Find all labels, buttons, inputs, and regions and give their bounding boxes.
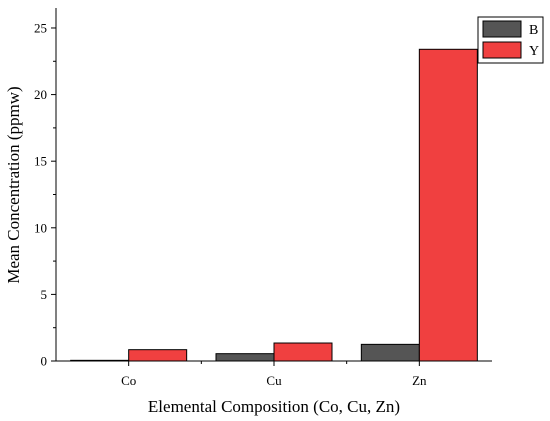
- y-tick-label: 5: [41, 287, 48, 302]
- legend-swatch-Y: [482, 41, 522, 59]
- legend-label-B: B: [529, 23, 538, 38]
- legend: BY: [477, 16, 544, 64]
- y-ticks-group: 0 5 10 15 20 25: [34, 20, 56, 369]
- bar-B-Cu: [215, 353, 275, 362]
- y-axis-title: Mean Concentration (ppmw): [4, 86, 23, 283]
- legend-swatch-B: [482, 20, 522, 38]
- x-tick-label-Cu: Cu: [266, 373, 282, 388]
- x-ticks-group: Co Cu Zn: [121, 361, 427, 388]
- bar-Y-Cu: [273, 342, 333, 362]
- y-tick-label: 25: [34, 20, 47, 35]
- bar-Y-Co: [128, 349, 188, 362]
- bars-group: [70, 48, 478, 362]
- x-tick-label-Zn: Zn: [412, 373, 427, 388]
- x-axis-title: Elemental Composition (Co, Cu, Zn): [148, 397, 400, 416]
- legend-label-Y: Y: [529, 44, 539, 59]
- y-tick-label: 20: [34, 87, 47, 102]
- x-tick-label-Co: Co: [121, 373, 136, 388]
- y-tick-label: 10: [34, 220, 47, 235]
- y-tick-label: 15: [34, 154, 47, 169]
- bar-B-Zn: [360, 343, 420, 362]
- bar-Y-Zn: [418, 48, 478, 362]
- y-tick-label: 0: [41, 354, 48, 369]
